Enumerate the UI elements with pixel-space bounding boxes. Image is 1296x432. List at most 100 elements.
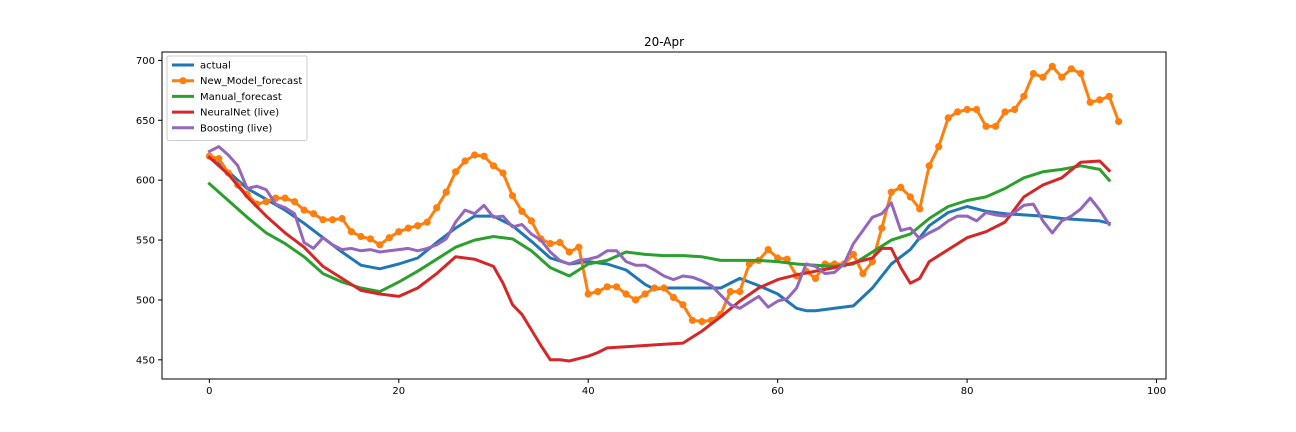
data-point (736, 288, 744, 296)
data-point (584, 290, 592, 298)
data-point (774, 254, 782, 262)
data-point (1067, 65, 1075, 73)
data-point (954, 108, 962, 116)
data-point (414, 222, 422, 230)
data-point (527, 217, 536, 225)
data-point (745, 260, 753, 268)
data-point (452, 168, 460, 176)
data-point (1039, 73, 1047, 81)
data-point (376, 241, 384, 249)
data-point (1048, 62, 1056, 70)
data-point (925, 162, 933, 170)
data-point (764, 246, 772, 254)
series-line (207, 145, 1112, 310)
data-point (726, 288, 734, 296)
y-tick-label: 600 (136, 176, 155, 187)
data-point (1077, 70, 1085, 78)
data-point (338, 214, 346, 223)
legend-label: Manual_forecast (200, 92, 282, 103)
legend-label: actual (200, 61, 231, 72)
data-point (489, 162, 498, 170)
data-point (698, 317, 706, 326)
data-point (944, 114, 952, 122)
data-point (565, 248, 573, 256)
data-point (688, 316, 697, 324)
data-point (783, 255, 791, 263)
data-point (1058, 73, 1066, 81)
data-point (385, 234, 393, 242)
legend-label: New_Model_forecast (200, 76, 302, 87)
data-point (916, 205, 924, 213)
x-tick-label: 0 (206, 386, 212, 397)
data-point (1086, 98, 1094, 106)
data-point (499, 169, 507, 177)
data-point (366, 235, 374, 243)
legend: actual New_Model_forecast Manual_forecast N… (166, 55, 308, 141)
data-point (262, 198, 270, 206)
data-point (404, 224, 412, 232)
y-tick-label: 500 (136, 295, 155, 306)
y-tick-label: 650 (136, 116, 155, 127)
data-point (556, 238, 564, 247)
data-point (442, 188, 450, 196)
data-point (1020, 92, 1028, 100)
data-point (1105, 92, 1113, 100)
data-point (594, 288, 602, 296)
data-point (357, 232, 365, 241)
data-point (508, 192, 517, 200)
legend-item: Boosting (live) (172, 123, 272, 134)
data-point (546, 240, 554, 248)
data-point (518, 207, 526, 215)
data-point (679, 301, 687, 309)
data-point (603, 283, 611, 291)
plot-area (205, 62, 1123, 363)
series-line (207, 155, 1112, 363)
x-tick-label: 60 (771, 386, 784, 397)
x-tick-label: 20 (392, 386, 405, 397)
y-tick-label: 700 (136, 56, 155, 67)
y-tick-label: 550 (136, 236, 155, 247)
data-point (1029, 70, 1037, 78)
data-point (309, 210, 318, 218)
legend-label: Boosting (live) (200, 123, 272, 134)
data-point (395, 228, 403, 236)
data-point (480, 152, 488, 160)
data-point (935, 143, 943, 151)
data-point (423, 218, 431, 226)
series-4 (207, 145, 1112, 310)
data-point (433, 204, 441, 212)
data-point (1001, 108, 1009, 116)
data-point (641, 290, 649, 298)
data-point (897, 183, 905, 191)
data-point (878, 224, 886, 232)
legend-item: Manual_forecast (172, 92, 282, 103)
axes-frame (161, 51, 1167, 380)
x-tick-label: 80 (961, 386, 974, 397)
data-point (906, 193, 914, 201)
data-point (461, 157, 469, 165)
legend-item: actual (172, 61, 231, 72)
data-point (1010, 105, 1019, 114)
data-point (973, 105, 981, 114)
data-point (859, 270, 867, 278)
data-point (613, 283, 621, 291)
data-point (1115, 117, 1123, 126)
legend-label: NeuralNet (live) (200, 108, 279, 119)
data-point (471, 151, 479, 159)
data-point (1096, 96, 1104, 104)
data-point (963, 105, 971, 114)
series-2 (207, 164, 1112, 294)
legend-item: New_Model_forecast (172, 76, 302, 87)
data-point (347, 228, 355, 236)
data-point (632, 296, 640, 304)
data-point (328, 216, 337, 224)
data-point (291, 198, 299, 206)
data-point (650, 284, 659, 292)
series-3 (207, 155, 1112, 363)
series-1 (205, 62, 1123, 326)
data-point (575, 243, 583, 251)
data-point (991, 122, 1000, 130)
axes: 0 20 40 60 80 100 450 500 550 600 650 700 (136, 51, 1167, 397)
data-point (300, 206, 308, 214)
